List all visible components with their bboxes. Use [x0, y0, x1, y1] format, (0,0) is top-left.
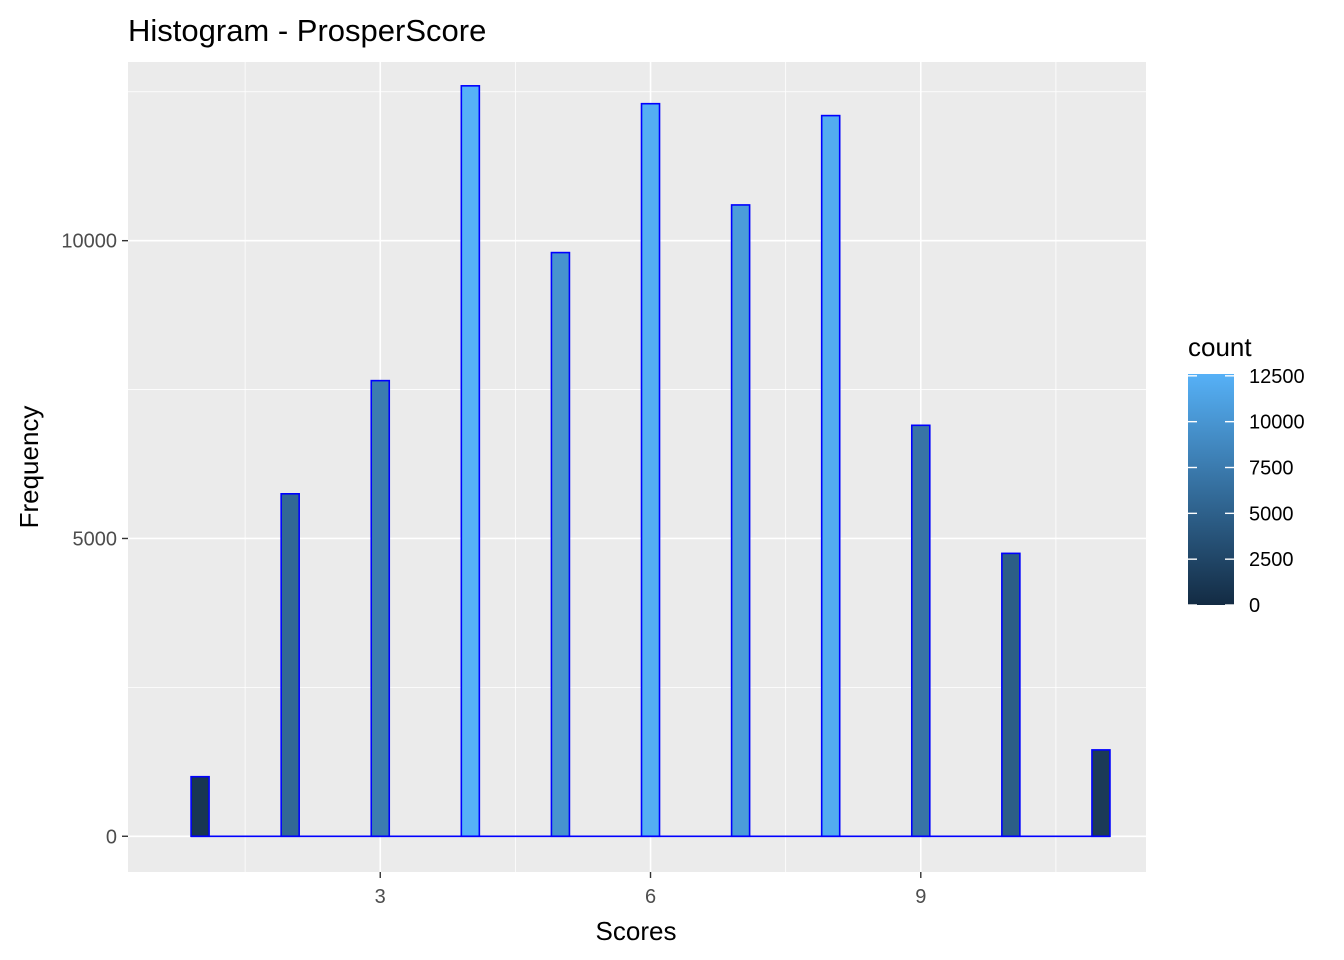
y-tick-label: 0 — [106, 826, 117, 848]
histogram-bar — [730, 204, 751, 838]
x-tick-label: 6 — [645, 886, 656, 908]
x-axis-title: Scores — [596, 916, 677, 946]
legend-title: count — [1188, 332, 1252, 362]
histogram-bar — [190, 775, 210, 838]
histogram-bar — [1001, 552, 1021, 838]
chart-title: Histogram - ProsperScore — [128, 13, 486, 48]
histogram-bar — [550, 251, 571, 838]
x-axis-ticks: 3 6 9 — [375, 872, 926, 908]
legend-colorbar — [1188, 374, 1234, 605]
legend-tick-label: 2500 — [1249, 549, 1294, 571]
histogram-bar — [370, 379, 391, 838]
histogram-bar — [910, 424, 931, 838]
y-axis-ticks: 0 5000 10000 — [61, 231, 128, 848]
bars-layer — [190, 85, 1111, 838]
legend-tick-label: 5000 — [1249, 503, 1294, 525]
histogram-bar — [460, 85, 481, 838]
y-tick-label: 5000 — [73, 528, 118, 550]
legend-tick-label: 10000 — [1249, 412, 1305, 434]
legend: count 0 2500 5000 7500 10000 12500 — [1188, 332, 1305, 617]
y-axis-title: Frequency — [14, 406, 44, 529]
x-tick-label: 3 — [375, 886, 386, 908]
legend-tick-label: 0 — [1249, 595, 1260, 617]
histogram-bar — [640, 102, 661, 838]
x-tick-label: 9 — [915, 886, 926, 908]
legend-tick-label: 7500 — [1249, 458, 1294, 480]
histogram-bar — [280, 493, 300, 838]
histogram-bar — [820, 114, 841, 838]
histogram-bar — [1091, 749, 1111, 838]
legend-tick-label: 12500 — [1249, 366, 1305, 388]
legend-ticks: 0 2500 5000 7500 10000 12500 — [1188, 366, 1305, 617]
y-tick-label: 10000 — [61, 231, 117, 253]
